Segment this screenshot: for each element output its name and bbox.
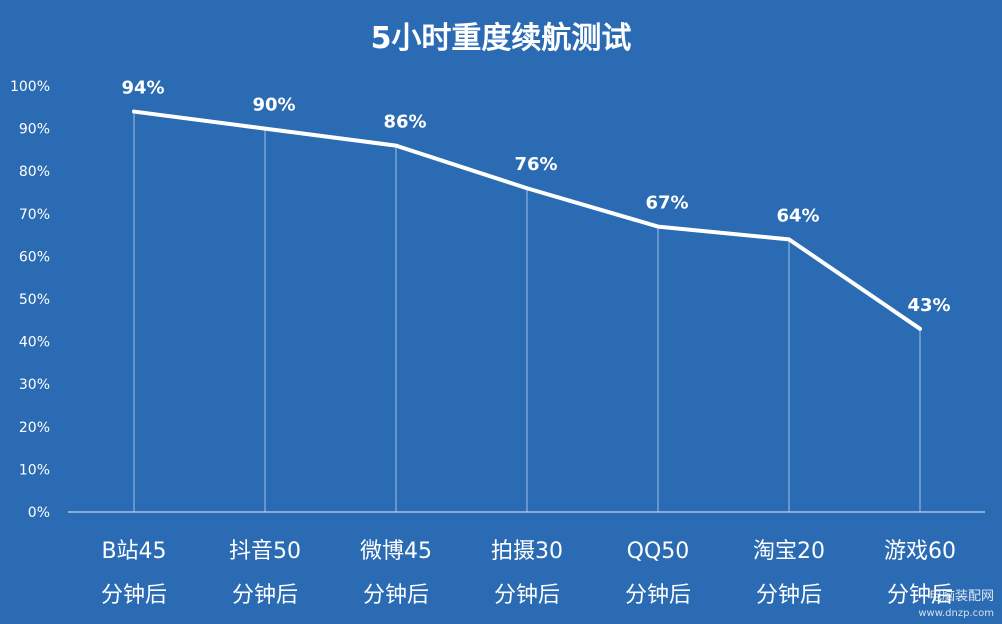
series-line (132, 109, 922, 331)
x-tick-label: 分钟后 (625, 583, 691, 608)
y-tick-label: 20% (19, 420, 50, 436)
x-axis-labels: B站45 分钟后 抖音50 分钟后 微博45 分钟后 拍摄30 分钟后 QQ50 分钟后 淘宝20 分… (101, 539, 956, 608)
x-tick-label: 分钟后 (101, 583, 167, 608)
y-tick-label: 90% (19, 122, 50, 138)
data-label: 76% (514, 154, 557, 175)
watermark-text: 电脑装配网 (929, 589, 994, 604)
data-labels: 94% 90% 86% 76% 67% 64% 43% (121, 78, 950, 316)
x-tick-label: 分钟后 (756, 583, 822, 608)
x-tick-label: QQ50 (627, 539, 690, 564)
x-tick-label: 分钟后 (363, 583, 429, 608)
data-label: 94% (121, 78, 164, 99)
x-tick-label: 微博45 (360, 539, 432, 564)
x-tick-label: 游戏60 (884, 539, 956, 564)
x-tick-label: 分钟后 (494, 583, 560, 608)
x-tick-label: 分钟后 (232, 583, 298, 608)
chart-title: 5小时重度续航测试 (371, 21, 632, 56)
data-label: 43% (907, 295, 950, 316)
x-tick-label: 拍摄30 (491, 539, 563, 564)
data-label: 64% (776, 205, 819, 226)
x-tick-label: 淘宝20 (753, 539, 825, 564)
y-axis-ticks: 0% 10% 20% 30% 40% 50% 60% 70% 80% 90% 100% (10, 79, 50, 521)
x-tick-label: 抖音50 (229, 539, 301, 564)
vertical-guides (133, 111, 921, 512)
y-tick-label: 30% (19, 377, 50, 393)
x-tick-label: 分钟后 (887, 583, 953, 608)
y-tick-label: 10% (19, 462, 50, 478)
y-tick-label: 100% (10, 79, 50, 95)
data-label: 86% (383, 112, 426, 133)
data-label: 67% (645, 193, 688, 214)
y-tick-label: 70% (19, 207, 50, 223)
y-tick-label: 60% (19, 249, 50, 265)
watermark: 电脑装配网 www.dnzp.com (918, 589, 994, 619)
y-tick-label: 50% (19, 292, 50, 308)
data-label: 90% (252, 95, 295, 116)
x-tick-label: B站45 (101, 539, 166, 564)
y-tick-label: 40% (19, 335, 50, 351)
y-tick-label: 80% (19, 164, 50, 180)
watermark-url: www.dnzp.com (918, 608, 994, 619)
y-tick-label: 0% (28, 505, 50, 521)
